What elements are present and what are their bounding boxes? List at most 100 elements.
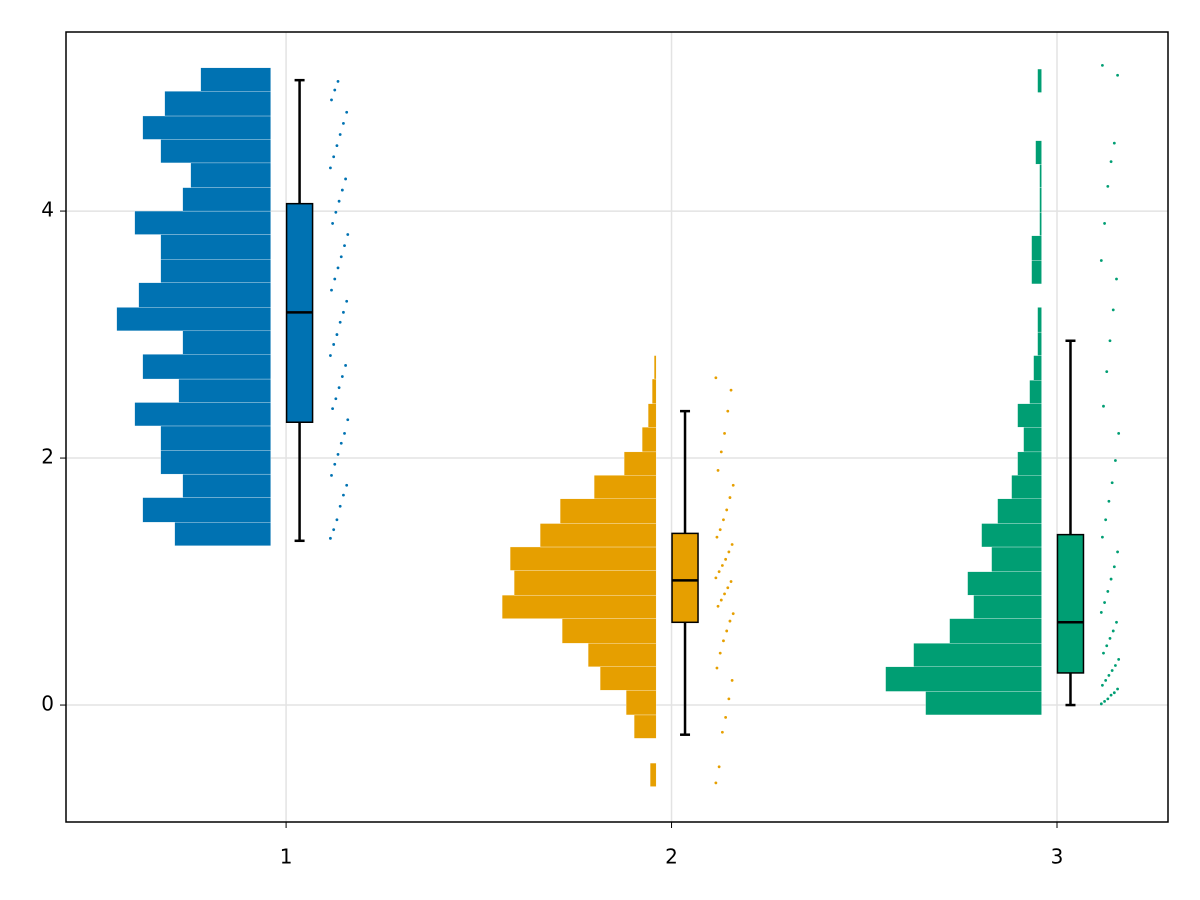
point <box>1099 611 1103 614</box>
point <box>727 697 731 701</box>
y-tick-label: 2 <box>41 445 54 469</box>
point <box>1112 565 1116 569</box>
histogram-bar <box>1029 380 1042 404</box>
point <box>339 255 343 259</box>
histogram-bar <box>1033 355 1042 381</box>
point <box>334 210 338 214</box>
point <box>729 580 733 583</box>
point <box>337 199 341 203</box>
histogram-bar <box>164 91 271 117</box>
histogram-bar <box>501 594 657 619</box>
point <box>719 598 723 602</box>
histogram-bar <box>1039 187 1042 213</box>
y-tick-label: 0 <box>41 692 54 716</box>
histogram-bar <box>160 139 271 164</box>
point <box>330 288 333 292</box>
point <box>333 277 337 281</box>
histogram-bar <box>593 475 657 499</box>
point <box>340 375 344 378</box>
point <box>715 666 719 670</box>
point <box>730 678 734 682</box>
histogram-bar <box>991 546 1042 572</box>
histogram-bar <box>885 666 1042 692</box>
point <box>731 612 735 616</box>
point <box>336 79 340 83</box>
histogram-bar <box>1011 475 1042 499</box>
point <box>717 570 721 574</box>
point <box>1116 687 1119 691</box>
histogram-bar <box>599 666 657 691</box>
point <box>342 310 345 314</box>
histogram-bar <box>1017 403 1042 428</box>
point <box>1114 664 1117 667</box>
point <box>343 431 346 435</box>
histogram-bar <box>160 425 271 451</box>
point <box>1111 308 1115 312</box>
point <box>728 619 732 623</box>
point <box>1101 683 1104 687</box>
histogram-bar <box>134 210 271 235</box>
histogram-bar <box>116 307 271 332</box>
histogram-bar <box>641 427 657 453</box>
point <box>345 110 349 114</box>
histogram-bar <box>182 473 271 498</box>
histogram-bar <box>653 355 657 380</box>
histogram-bar <box>1037 331 1042 356</box>
point <box>1112 691 1116 695</box>
point <box>723 431 726 435</box>
point <box>339 441 343 445</box>
point <box>1099 702 1103 706</box>
point <box>1117 657 1121 661</box>
point <box>716 469 720 472</box>
histogram-bar <box>1037 307 1042 333</box>
histogram-bar <box>973 594 1042 619</box>
point <box>730 543 734 546</box>
histogram-bar <box>1037 68 1042 93</box>
histogram-bar <box>509 546 657 571</box>
point <box>1112 141 1116 145</box>
point <box>1102 651 1105 655</box>
point <box>332 155 336 159</box>
point <box>331 407 334 411</box>
point <box>330 98 333 102</box>
point <box>343 244 346 248</box>
point <box>330 473 333 477</box>
point <box>1110 481 1114 485</box>
histogram-bar <box>200 67 271 92</box>
point <box>342 121 345 125</box>
x-tick-label: 2 <box>665 845 678 869</box>
histogram-bar <box>625 690 657 716</box>
histogram-bar <box>981 523 1042 548</box>
histogram-bar <box>134 402 271 427</box>
point <box>727 550 731 554</box>
point <box>1109 160 1113 164</box>
histogram-bar <box>997 498 1042 524</box>
point <box>329 536 332 540</box>
histogram-bar <box>138 282 271 308</box>
x-tick-label: 3 <box>1051 845 1064 869</box>
histogram-bar <box>649 762 657 787</box>
point <box>720 564 724 567</box>
point <box>335 518 339 522</box>
histogram-bar <box>190 162 271 188</box>
point <box>338 133 342 136</box>
histogram-bar <box>1039 212 1042 236</box>
point <box>1114 459 1117 462</box>
point <box>329 354 332 357</box>
point <box>1104 518 1108 522</box>
point <box>1117 431 1121 435</box>
point <box>729 388 733 392</box>
histogram-bar <box>142 354 271 380</box>
point <box>726 586 730 590</box>
histogram-bar <box>967 571 1042 596</box>
point <box>1102 404 1105 408</box>
point <box>1101 535 1104 539</box>
point <box>726 409 730 413</box>
point <box>716 604 720 608</box>
point <box>1103 222 1106 225</box>
histogram-bar <box>561 618 657 644</box>
point <box>1106 590 1110 593</box>
point <box>1107 499 1111 503</box>
point <box>1103 699 1106 703</box>
